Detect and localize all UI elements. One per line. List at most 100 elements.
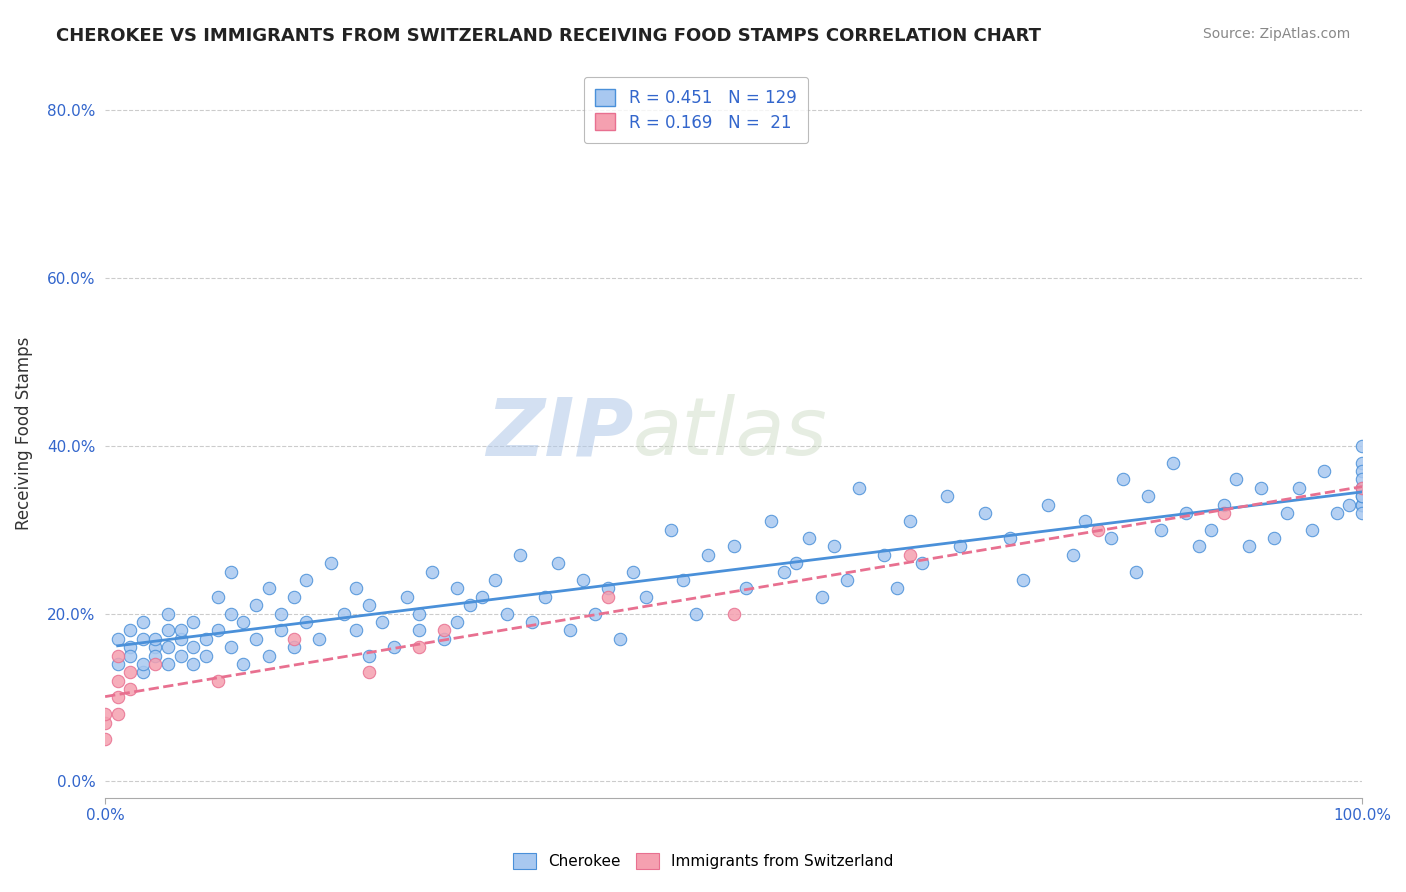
Point xyxy=(1250,481,1272,495)
Point xyxy=(420,565,443,579)
Point xyxy=(145,657,167,671)
Point xyxy=(1326,506,1348,520)
Point xyxy=(120,681,142,696)
Point xyxy=(446,582,468,596)
Point xyxy=(1351,489,1374,503)
Point xyxy=(169,632,191,646)
Point xyxy=(1339,498,1361,512)
Point xyxy=(810,590,832,604)
Point xyxy=(484,573,506,587)
Point xyxy=(257,648,280,663)
Point xyxy=(547,556,569,570)
Point xyxy=(886,582,908,596)
Point xyxy=(382,640,405,654)
Point xyxy=(1351,498,1374,512)
Point xyxy=(169,624,191,638)
Point xyxy=(145,648,167,663)
Point xyxy=(1351,498,1374,512)
Point xyxy=(998,531,1021,545)
Point xyxy=(107,673,129,688)
Point xyxy=(232,657,254,671)
Point xyxy=(522,615,544,629)
Point xyxy=(1187,540,1209,554)
Point xyxy=(898,548,921,562)
Point xyxy=(107,707,129,722)
Point xyxy=(181,640,204,654)
Point xyxy=(446,615,468,629)
Point xyxy=(219,565,242,579)
Point xyxy=(1112,472,1135,486)
Point xyxy=(94,707,117,722)
Point xyxy=(772,565,794,579)
Point xyxy=(156,640,179,654)
Point xyxy=(120,665,142,680)
Point xyxy=(1288,481,1310,495)
Point xyxy=(1351,481,1374,495)
Point xyxy=(723,540,745,554)
Point xyxy=(898,514,921,528)
Point xyxy=(181,615,204,629)
Point xyxy=(308,632,330,646)
Point xyxy=(321,556,343,570)
Point xyxy=(120,624,142,638)
Point xyxy=(94,732,117,747)
Point xyxy=(609,632,631,646)
Point xyxy=(408,640,430,654)
Point xyxy=(458,598,481,612)
Point xyxy=(823,540,845,554)
Point xyxy=(1351,464,1374,478)
Point xyxy=(194,648,217,663)
Point xyxy=(1150,523,1173,537)
Text: atlas: atlas xyxy=(633,394,828,472)
Point xyxy=(370,615,392,629)
Point xyxy=(270,624,292,638)
Point xyxy=(333,607,356,621)
Point xyxy=(346,624,368,638)
Point xyxy=(1137,489,1160,503)
Point xyxy=(697,548,720,562)
Point xyxy=(245,598,267,612)
Point xyxy=(207,590,229,604)
Point xyxy=(357,665,380,680)
Point xyxy=(936,489,959,503)
Point xyxy=(107,657,129,671)
Point xyxy=(596,590,619,604)
Point xyxy=(283,632,305,646)
Legend: R = 0.451   N = 129, R = 0.169   N =  21: R = 0.451 N = 129, R = 0.169 N = 21 xyxy=(583,77,808,144)
Point xyxy=(873,548,896,562)
Point xyxy=(145,632,167,646)
Point xyxy=(132,615,155,629)
Point xyxy=(295,573,318,587)
Point xyxy=(1175,506,1198,520)
Point xyxy=(357,598,380,612)
Point xyxy=(797,531,820,545)
Point xyxy=(181,657,204,671)
Point xyxy=(145,640,167,654)
Point xyxy=(1351,456,1374,470)
Point xyxy=(232,615,254,629)
Point xyxy=(433,624,456,638)
Point xyxy=(672,573,695,587)
Text: ZIP: ZIP xyxy=(485,394,633,472)
Point xyxy=(1301,523,1323,537)
Point xyxy=(621,565,644,579)
Point xyxy=(346,582,368,596)
Point xyxy=(120,640,142,654)
Point xyxy=(1275,506,1298,520)
Point xyxy=(634,590,657,604)
Point xyxy=(257,582,280,596)
Point xyxy=(560,624,582,638)
Text: CHEROKEE VS IMMIGRANTS FROM SWITZERLAND RECEIVING FOOD STAMPS CORRELATION CHART: CHEROKEE VS IMMIGRANTS FROM SWITZERLAND … xyxy=(56,27,1042,45)
Y-axis label: Receiving Food Stamps: Receiving Food Stamps xyxy=(15,336,32,530)
Point xyxy=(735,582,758,596)
Point xyxy=(1099,531,1122,545)
Point xyxy=(132,632,155,646)
Point xyxy=(219,640,242,654)
Point xyxy=(132,665,155,680)
Point xyxy=(534,590,557,604)
Point xyxy=(107,648,129,663)
Point xyxy=(659,523,682,537)
Point xyxy=(120,648,142,663)
Point xyxy=(245,632,267,646)
Point xyxy=(785,556,807,570)
